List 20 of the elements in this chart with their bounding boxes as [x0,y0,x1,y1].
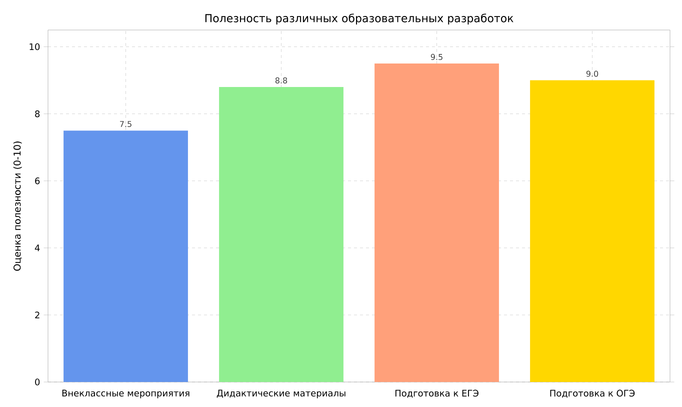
data-label: 9.0 [586,70,598,77]
x-tick-label: Подготовка к ЕГЭ [395,390,478,398]
y-tick-label: 0 [35,378,40,386]
y-tick-label: 10 [30,43,40,50]
bar [530,80,654,382]
x-tick-label: Внеклассные мероприятия [62,390,190,398]
data-label: 9.5 [430,54,442,60]
bar [219,86,344,382]
x-tick-label: Подготовка к ОГЭ [550,390,635,398]
y-tick-label: 4 [34,244,40,252]
data-label: 8.8 [275,77,288,84]
y-tick-label: 2 [35,312,40,318]
y-tick-label: 8 [35,110,40,118]
chart-title: Полезность различных образовательных разработок [205,14,514,24]
data-label: 7.5 [120,121,132,128]
y-axis-title: Оценка полезности (0-10) [13,142,22,271]
bar [64,130,188,382]
x-tick-label: Дидактические материалы [216,390,346,398]
y-tick-label: 6 [35,177,40,184]
bar [374,64,499,382]
